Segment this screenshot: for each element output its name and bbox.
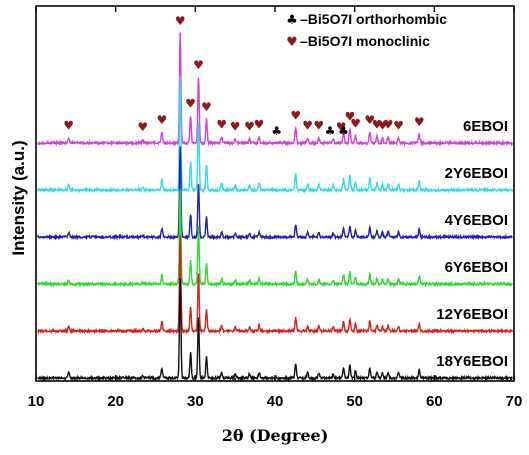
monoclinic-marker: ♥ (377, 119, 388, 133)
series-line-12y6eboi (37, 235, 514, 335)
series-label: 6Y6EBOI (445, 259, 508, 276)
series-line-6y6eboi (37, 189, 513, 288)
monoclinic-marker: ♥ (364, 113, 375, 127)
x-tick-label: 30 (187, 393, 204, 410)
orthorhombic-marker: ♣ (325, 124, 336, 138)
series-line-4y6eboi (36, 146, 513, 241)
orthorhombic-marker: ♣ (271, 124, 282, 138)
monoclinic-marker: ♥ (230, 120, 241, 134)
legend: ♣ –Bi5O7I orthorhombic♥ –Bi5O7I monoclinic (286, 11, 447, 50)
x-tick-label: 40 (267, 393, 284, 410)
series-label: 6EBOI (463, 118, 508, 135)
monoclinic-marker: ♥ (302, 119, 313, 133)
series-label: 4Y6EBOI (445, 212, 508, 229)
x-tick-label: 10 (28, 393, 45, 410)
legend-label: –Bi5O7I orthorhombic (300, 11, 447, 27)
monoclinic-marker: ♥ (350, 116, 361, 130)
monoclinic-marker: ♥ (193, 58, 204, 72)
monoclinic-marker: ♥ (137, 120, 148, 134)
x-axis-title: 2θ (Degree) (221, 426, 329, 445)
series-label: 12Y6EBOI (436, 306, 508, 323)
monoclinic-marker: ♥ (254, 117, 265, 131)
x-tick-label: 50 (346, 393, 363, 410)
monoclinic-marker: ♥ (63, 119, 74, 133)
monoclinic-marker: ♥ (201, 100, 212, 114)
series-label: 18Y6EBOI (436, 353, 508, 370)
monoclinic-marker: ♥ (185, 97, 196, 111)
y-axis-title-box: Intensity (a.u.) (2, 0, 36, 395)
series-line-6eboi (37, 32, 514, 147)
series-labels: 6EBOI 2Y6EBOI 4Y6EBOI 6Y6EBOI 12Y6EBOI 18Y6EB… (436, 118, 508, 370)
pattern-curves (36, 32, 514, 382)
x-tick-label: 20 (107, 393, 124, 410)
plot-frame (35, 5, 515, 382)
x-tick-label: 60 (426, 393, 443, 410)
monoclinic-marker: ♥ (414, 115, 425, 129)
monoclinic-marker: ♥ (393, 119, 404, 133)
monoclinic-marker: ♥ (372, 117, 383, 131)
series-label: 2Y6EBOI (445, 165, 508, 182)
monoclinic-marker: ♥ (345, 110, 356, 124)
monoclinic-marker: ♥ (383, 117, 394, 131)
legend-label: –Bi5O7I monoclinic (300, 33, 430, 49)
monoclinic-marker: ♥ (244, 120, 255, 134)
legend-symbol: ♥ (286, 35, 298, 50)
orthorhombic-marker: ♣ (338, 124, 349, 138)
y-axis-title: Intensity (a.u.) (9, 139, 28, 256)
series-line-2y6eboi (36, 75, 514, 194)
monoclinic-marker: ♥ (216, 117, 227, 131)
monoclinic-marker: ♥ (175, 14, 186, 28)
x-axis-ticks: 10 20 30 40 50 60 70 (28, 6, 523, 410)
monoclinic-marker: ♥ (336, 120, 347, 134)
phase-markers: ♥ ♥ ♥♥♥♥♥♥ ♥ ♥♥♥♥ ♥ ♥♥♥ ♥♥♥♥ ♥ ♥♣ ♣ ♣ (63, 14, 424, 138)
monoclinic-marker: ♥ (156, 113, 167, 127)
x-tick-label: 70 (506, 393, 523, 410)
legend-symbol: ♣ (286, 13, 298, 28)
monoclinic-marker: ♥ (313, 119, 324, 133)
monoclinic-marker: ♥ (290, 109, 301, 123)
